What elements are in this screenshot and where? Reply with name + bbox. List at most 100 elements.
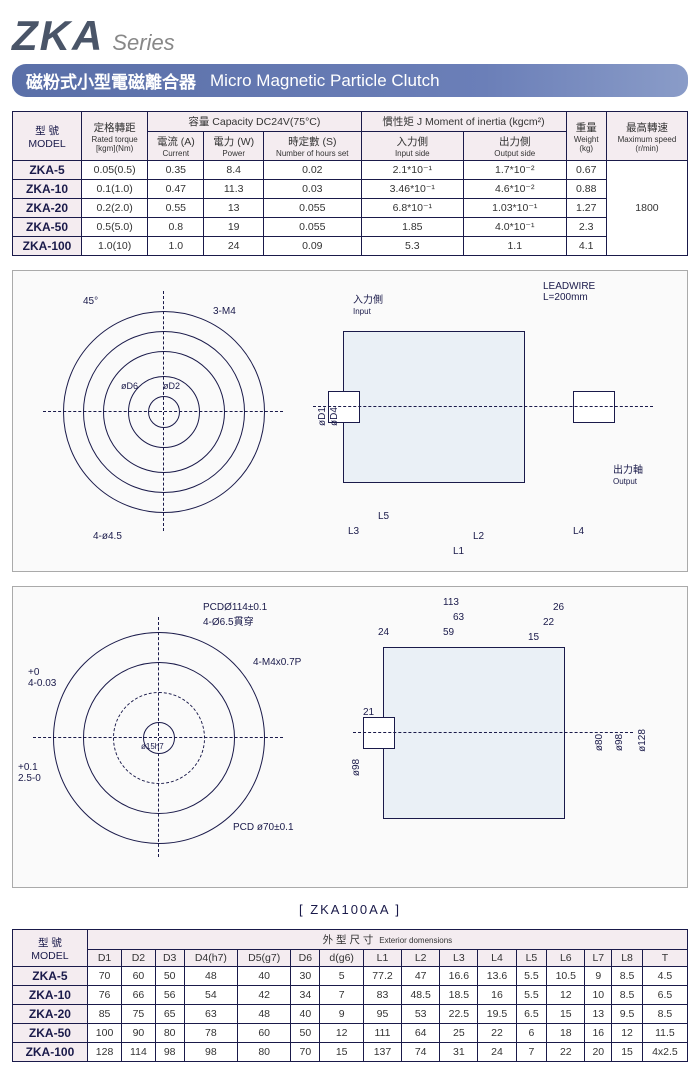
hdr-input: 入力側 Input side <box>361 132 463 161</box>
dim-cell: 6.5 <box>516 1005 547 1024</box>
dim-24: 24 <box>378 627 389 638</box>
hdr-speed-unit: (r/min) <box>611 144 683 153</box>
shaft-left2 <box>363 717 395 749</box>
dim-cell: 8.5 <box>612 986 643 1005</box>
dim-cell: 15 <box>547 1005 585 1024</box>
section-body2 <box>383 647 565 819</box>
hdr-output-en: Output side <box>468 149 561 158</box>
diagram-top: 45° 3-M4 4-ø4.5 øD6 øD2 入力側 Input LEADWI… <box>12 270 688 572</box>
weight-cell: 0.67 <box>566 161 606 180</box>
dim-col-hdr: L4 <box>478 950 516 967</box>
dim-cell: 22.5 <box>440 1005 478 1024</box>
m4-label: 3-M4 <box>213 306 236 317</box>
current-cell: 1.0 <box>148 237 204 256</box>
dim-cell: 100 <box>87 1024 121 1043</box>
hdr-time: 時定數 (S) Number of hours set <box>264 132 362 161</box>
dim-col-hdr: D6 <box>291 950 320 967</box>
hcl4 <box>353 732 633 733</box>
tol2b: 2.5-0 <box>18 773 41 784</box>
dim-cell: 12 <box>320 1024 363 1043</box>
dim-col-hdr: L6 <box>547 950 585 967</box>
dim-cell: 6.5 <box>642 986 687 1005</box>
dim-cell: 77.2 <box>363 967 401 986</box>
hdr-inertia: 慣性矩 J Moment of inertia (kgcm²) <box>361 112 566 132</box>
output-shaft <box>573 391 615 423</box>
dim-col-hdr: T <box>642 950 687 967</box>
hdr-capacity: 容量 Capacity DC24V(75°C) <box>148 112 361 132</box>
dim-cell: 50 <box>291 1024 320 1043</box>
dim-cell: 80 <box>155 1024 184 1043</box>
dim-cell: 137 <box>363 1043 401 1062</box>
dim-col-hdr: L5 <box>516 950 547 967</box>
dim-cell: 20 <box>585 1043 612 1062</box>
dim-cell: 16 <box>585 1024 612 1043</box>
shaft-label: ø15h7 <box>141 742 164 751</box>
dim-col-hdr: L1 <box>363 950 401 967</box>
dim-cell: 30 <box>291 967 320 986</box>
dim-cell: 70 <box>87 967 121 986</box>
tol2a: +0.1 <box>18 762 38 773</box>
hdr-torque-unit: [kgm](Nm) <box>86 144 143 153</box>
input-cell: 2.1*10⁻¹ <box>361 161 463 180</box>
model-cell: ZKA-10 <box>13 986 88 1005</box>
dim-cell: 83 <box>363 986 401 1005</box>
output-cn: 出力軸 <box>613 465 643 476</box>
input-en: Input <box>353 307 371 316</box>
weight-cell: 2.3 <box>566 218 606 237</box>
dim-row: ZKA-50100908078605012111642522618161211.… <box>13 1024 688 1043</box>
hdr-model2: 型 號 MODEL <box>13 930 88 967</box>
dim-cell: 75 <box>122 1005 155 1024</box>
dim-cell: 10 <box>585 986 612 1005</box>
dim-d1: øD1 <box>317 407 328 426</box>
output-cell: 1.1 <box>464 237 566 256</box>
dim-cell: 22 <box>478 1024 516 1043</box>
dim-cell: 4x2.5 <box>642 1043 687 1062</box>
hdr-speed: 最高轉速 Maximum speed (r/min) <box>606 112 687 161</box>
dim-26: 26 <box>553 602 564 613</box>
dim-cell: 6 <box>516 1024 547 1043</box>
time-cell: 0.03 <box>264 180 362 199</box>
dim-cell: 31 <box>440 1043 478 1062</box>
dim-row: ZKA-1076665654423478348.518.5165.512108.… <box>13 986 688 1005</box>
dim-128: ø128 <box>637 729 648 752</box>
speed-cell: 1800 <box>606 161 687 256</box>
dim-cell: 98 <box>155 1043 184 1062</box>
torque-cell: 0.5(5.0) <box>82 218 148 237</box>
spec-row: ZKA-10 0.1(1.0) 0.47 11.3 0.03 3.46*10⁻¹… <box>13 180 688 199</box>
dim-113: 113 <box>443 597 459 608</box>
dim-cell: 48.5 <box>402 986 440 1005</box>
dim-98b: ø98 <box>614 734 625 751</box>
dim-col-hdr: D3 <box>155 950 184 967</box>
power-cell: 13 <box>204 199 264 218</box>
subtitle-cn: 磁粉式小型電磁離合器 <box>26 68 196 93</box>
dim-cell: 5.5 <box>516 967 547 986</box>
dim-cell: 5 <box>320 967 363 986</box>
dim-cell: 25 <box>440 1024 478 1043</box>
dim-cell: 16.6 <box>440 967 478 986</box>
dim-l4: L4 <box>573 526 584 537</box>
dim-22: 22 <box>543 617 554 628</box>
dim-cell: 74 <box>402 1043 440 1062</box>
hdr-current: 電流 (A) Current <box>148 132 204 161</box>
dim-cell: 60 <box>238 1024 291 1043</box>
dim-cell: 13 <box>585 1005 612 1024</box>
spec-row: ZKA-100 1.0(10) 1.0 24 0.09 5.3 1.1 4.1 <box>13 237 688 256</box>
hdr-current-cn: 電流 (A) <box>152 134 199 149</box>
hdr-weight-en: Weight <box>571 135 602 144</box>
dim-cell: 98 <box>184 1043 237 1062</box>
current-cell: 0.35 <box>148 161 204 180</box>
weight-cell: 0.88 <box>566 180 606 199</box>
dim-cell: 18 <box>547 1024 585 1043</box>
hdr-power-en: Power <box>208 149 259 158</box>
output-en: Output <box>613 477 637 486</box>
leadwire-label: LEADWIRE L=200mm <box>543 281 595 303</box>
power-cell: 8.4 <box>204 161 264 180</box>
model-cell: ZKA-100 <box>13 1043 88 1062</box>
d6-label: øD6 <box>121 381 138 391</box>
torque-cell: 0.05(0.5) <box>82 161 148 180</box>
output-cell: 4.0*10⁻¹ <box>464 218 566 237</box>
hdr-weight-unit: (kg) <box>571 144 602 153</box>
dim-d4: øD4 <box>329 407 340 426</box>
power-cell: 24 <box>204 237 264 256</box>
dim-col-hdr: d(g6) <box>320 950 363 967</box>
